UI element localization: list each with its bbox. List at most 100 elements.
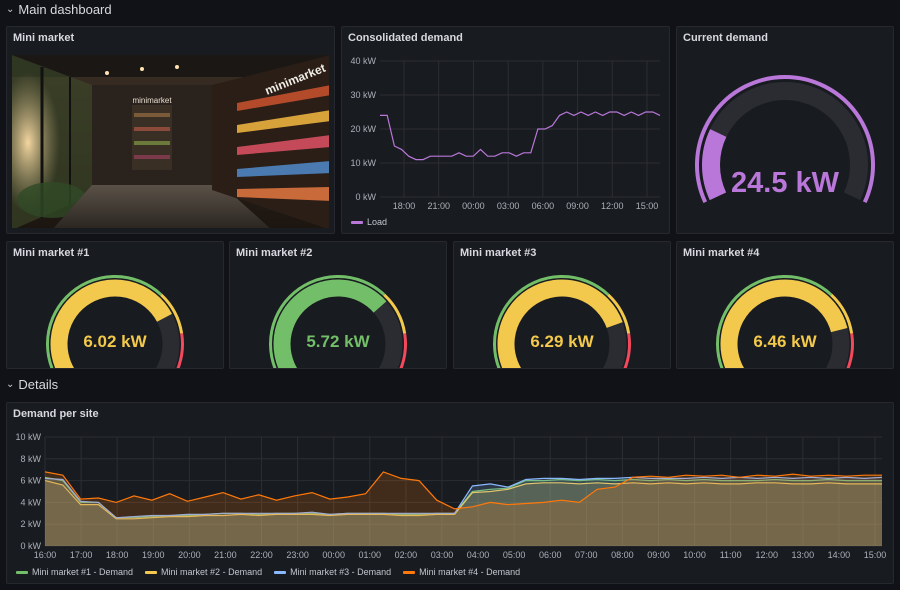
gauge-threshold <box>46 275 163 368</box>
x-tick-label: 13:00 <box>792 550 815 560</box>
legend-swatch <box>274 570 287 574</box>
demand-gauge <box>716 275 854 368</box>
legend-item[interactable]: Mini market #4 - Demand <box>403 567 520 577</box>
chevron-down-icon: ⌄ <box>6 379 15 390</box>
panel-title: Consolidated demand <box>348 32 463 44</box>
panel-consolidated-demand[interactable]: Consolidated demand 40 kW 30 kW 20 kW 10 kW… <box>341 26 670 234</box>
x-tick-label: 03:00 <box>431 550 454 560</box>
x-tick-label: 15:00 <box>636 201 659 211</box>
x-tick-label: 17:00 <box>70 550 93 560</box>
demand-gauge <box>46 275 184 368</box>
panel-mini-market-1[interactable]: Mini market #1 6.02 kW <box>6 241 224 369</box>
x-tick-label: 20:00 <box>178 550 201 560</box>
series-line <box>44 480 882 520</box>
store-interior-image: minimarket minimarket <box>12 55 329 228</box>
gauge-value: 6.02 kW <box>83 332 147 351</box>
x-tick-label: 23:00 <box>286 550 309 560</box>
panel-mini-market-image[interactable]: Mini market <box>6 26 335 234</box>
panel-title: Mini market <box>13 32 75 44</box>
legend-label: Mini market #1 - Demand <box>32 567 134 577</box>
panel-current-demand[interactable]: Current demand 24.5 kW <box>676 26 894 234</box>
row-details[interactable]: ⌄ Details <box>6 377 58 392</box>
x-tick-label: 12:00 <box>755 550 778 560</box>
x-tick-label: 06:00 <box>539 550 562 560</box>
legend-item[interactable]: Load <box>351 217 387 227</box>
gauge-threshold <box>623 333 631 368</box>
series-area <box>45 477 882 546</box>
series-area <box>45 480 882 546</box>
gauge-threshold <box>716 275 833 368</box>
legend-item[interactable]: Mini market #2 - Demand <box>145 567 262 577</box>
x-tick-label: 14:00 <box>828 550 851 560</box>
gauge-fill <box>273 279 387 368</box>
gauge-threshold <box>493 275 610 368</box>
consolidated-demand-chart[interactable]: 40 kW 30 kW 20 kW 10 kW 0 kW 18:00 21:00 00:00 0… <box>342 51 669 221</box>
y-tick-label: 20 kW <box>350 124 376 134</box>
panel-demand-per-site[interactable]: Demand per site 10 kW 8 kW 6 kW 4 kW 2 kW 0 k… <box>6 402 894 584</box>
gauge-threshold <box>830 293 854 334</box>
x-tick-label: 06:00 <box>532 201 555 211</box>
gauge-fill <box>702 129 727 201</box>
gauge-threshold <box>846 333 854 368</box>
x-tick-label: 16:00 <box>34 550 57 560</box>
x-tick-label: 12:00 <box>601 201 624 211</box>
legend-swatch <box>351 220 363 224</box>
gauge-threshold <box>695 75 875 204</box>
gauge-threshold <box>269 275 386 368</box>
panel-title: Demand per site <box>13 408 99 420</box>
panel-mini-market-3[interactable]: Mini market #3 6.29 kW <box>453 241 671 369</box>
legend-label: Mini market #2 - Demand <box>161 567 263 577</box>
x-tick-label: 09:00 <box>566 201 589 211</box>
row-main-dashboard[interactable]: ⌄ Main dashboard <box>6 2 112 17</box>
y-tick-label: 8 kW <box>20 454 41 464</box>
x-tick-label: 07:00 <box>575 550 598 560</box>
panel-title: Mini market #4 <box>683 247 760 259</box>
x-tick-label: 19:00 <box>142 550 165 560</box>
x-tick-label: 18:00 <box>393 201 416 211</box>
series-line <box>44 471 882 510</box>
panel-title: Mini market #2 <box>236 247 313 259</box>
series-area <box>45 477 882 546</box>
legend-label: Mini market #3 - Demand <box>290 567 392 577</box>
row-title: Main dashboard <box>18 2 112 17</box>
x-tick-label: 01:00 <box>359 550 382 560</box>
gauge-value: 6.46 kW <box>753 332 817 351</box>
gauge-fill <box>497 279 623 368</box>
series-line <box>44 476 882 519</box>
x-tick-label: 00:00 <box>462 201 485 211</box>
y-tick-label: 10 kW <box>15 432 41 442</box>
legend-item[interactable]: Mini market #3 - Demand <box>274 567 391 577</box>
x-tick-label: 04:00 <box>467 550 490 560</box>
demand-gauge <box>269 275 407 368</box>
y-tick-label: 30 kW <box>350 90 376 100</box>
y-tick-label: 10 kW <box>350 158 376 168</box>
chart-legend: Mini market #1 - Demand Mini market #2 - … <box>16 567 520 577</box>
series-area <box>45 471 882 546</box>
x-tick-label: 08:00 <box>611 550 634 560</box>
x-tick-label: 05:00 <box>503 550 526 560</box>
current-demand-value: 24.5 kW <box>731 167 839 199</box>
gauge-threshold <box>176 333 184 368</box>
panel-title: Mini market #1 <box>13 247 90 259</box>
legend-swatch <box>145 570 158 574</box>
x-tick-label: 18:00 <box>106 550 129 560</box>
legend-label: Mini market #4 - Demand <box>419 567 521 577</box>
panel-title: Current demand <box>683 32 768 44</box>
legend-swatch <box>16 570 28 574</box>
gauge-fill <box>720 279 848 368</box>
panel-mini-market-2[interactable]: Mini market #2 5.72 kW <box>229 241 447 369</box>
gauge-value: 5.72 kW <box>306 332 370 351</box>
back-wall-sign: minimarket <box>132 96 172 105</box>
x-tick-label: 00:00 <box>322 550 345 560</box>
series-line <box>380 111 661 161</box>
y-tick-label: 0 kW <box>355 192 376 202</box>
gauge-threshold <box>399 333 407 368</box>
legend-item[interactable]: Mini market #1 - Demand <box>16 567 133 577</box>
legend-label: Load <box>367 217 388 227</box>
y-tick-label: 0 kW <box>20 541 41 551</box>
row-title: Details <box>18 377 59 392</box>
panel-mini-market-4[interactable]: Mini market #4 6.46 kW <box>676 241 894 369</box>
chevron-down-icon: ⌄ <box>6 4 15 15</box>
gauge-threshold <box>160 293 184 334</box>
